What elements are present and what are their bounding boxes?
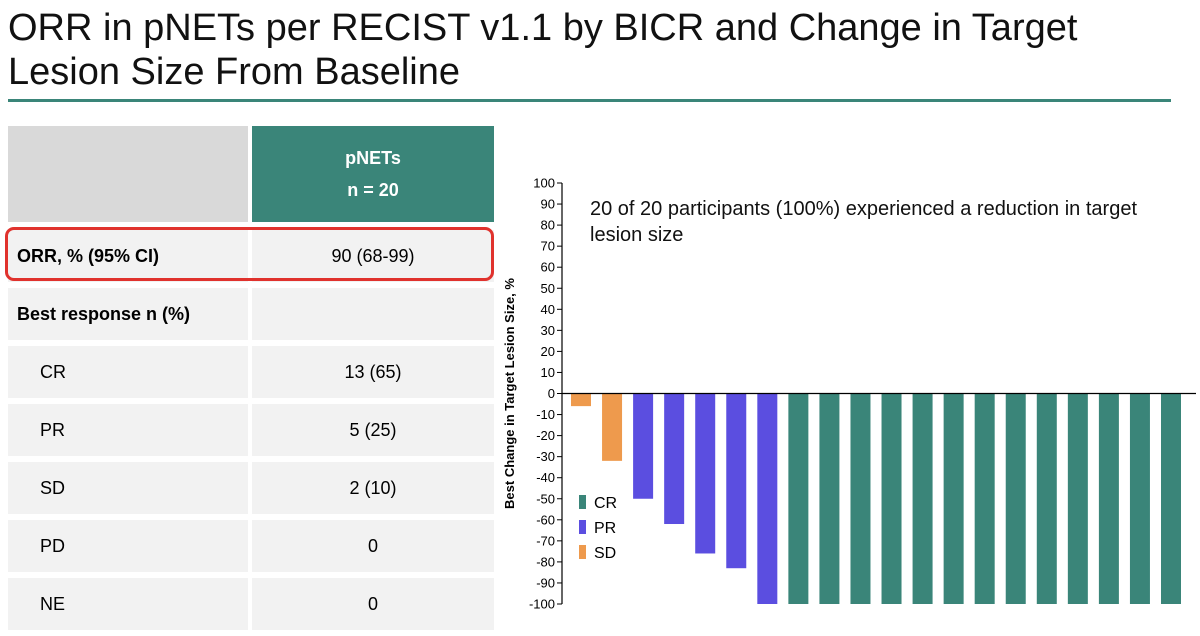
table-row-cr: CR 13 (65): [8, 346, 494, 398]
table-row-best-response: Best response n (%): [8, 288, 494, 340]
row-value: 13 (65): [252, 346, 494, 398]
y-tick-label: -100: [529, 597, 555, 612]
legend-swatch-sd: [579, 545, 586, 559]
legend-swatch-pr: [579, 520, 586, 534]
row-value: 2 (10): [252, 462, 494, 514]
bar-sd: [571, 393, 591, 407]
table-header-empty-cell: [8, 126, 248, 222]
table-header-row: pNETs n = 20: [8, 126, 494, 222]
y-tick-label: 10: [541, 365, 555, 380]
legend-swatch-cr: [579, 495, 586, 509]
bar-pr: [664, 393, 685, 525]
row-value: 5 (25): [252, 404, 494, 456]
bar-pr: [726, 393, 747, 569]
table-row-orr: ORR, % (95% CI) 90 (68-99): [8, 230, 494, 282]
waterfall-chart: 1009080706050403020100-10-20-30-40-50-60…: [502, 176, 1196, 612]
title-divider: [8, 99, 1171, 102]
bar-pr: [757, 393, 778, 604]
bar-cr: [1129, 393, 1150, 604]
row-value: 0: [252, 520, 494, 572]
header-group-label: pNETs: [345, 148, 401, 168]
row-label: NE: [8, 578, 248, 630]
y-tick-label: 100: [533, 176, 555, 191]
y-tick-label: -50: [536, 491, 555, 506]
table-header-pnets: pNETs n = 20: [252, 126, 494, 222]
legend-label-cr: CR: [594, 495, 617, 512]
bar-cr: [1036, 393, 1057, 604]
row-label: ORR, % (95% CI): [8, 230, 248, 282]
row-value: [252, 288, 494, 340]
table-row-pd: PD 0: [8, 520, 494, 572]
chart-annotation: 20 of 20 participants (100%) experienced…: [590, 198, 1138, 246]
bar-cr: [1067, 393, 1088, 604]
table-row-sd: SD 2 (10): [8, 462, 494, 514]
y-tick-label: 20: [541, 344, 555, 359]
row-label: PD: [8, 520, 248, 572]
y-tick-label: 40: [541, 302, 555, 317]
y-tick-label: -60: [536, 512, 555, 527]
row-label: Best response n (%): [8, 288, 248, 340]
header-n-label: n = 20: [347, 180, 399, 200]
row-label: SD: [8, 462, 248, 514]
row-label: PR: [8, 404, 248, 456]
legend-label-sd: SD: [594, 545, 616, 562]
y-tick-label: 90: [541, 197, 555, 212]
y-tick-label: 80: [541, 218, 555, 233]
y-tick-label: 50: [541, 281, 555, 296]
y-tick-label: 30: [541, 323, 555, 338]
y-tick-label: -70: [536, 533, 555, 548]
row-value: 0: [252, 578, 494, 630]
y-tick-label: -90: [536, 575, 555, 590]
table-row-ne: NE 0: [8, 578, 494, 630]
y-tick-label: -80: [536, 554, 555, 569]
y-tick-label: -10: [536, 407, 555, 422]
y-tick-label: -40: [536, 470, 555, 485]
bar-pr: [633, 393, 654, 499]
row-label: CR: [8, 346, 248, 398]
y-tick-label: 0: [548, 386, 555, 401]
bar-cr: [819, 393, 840, 604]
y-tick-label: -20: [536, 428, 555, 443]
bar-cr: [974, 393, 995, 604]
bar-cr: [1161, 393, 1181, 604]
bar-cr: [912, 393, 933, 604]
y-tick-label: 60: [541, 260, 555, 275]
bar-pr: [695, 393, 716, 554]
bar-cr: [850, 393, 871, 604]
y-tick-label: 70: [541, 239, 555, 254]
y-tick-label: -30: [536, 449, 555, 464]
bar-sd: [602, 393, 623, 461]
table-row-pr: PR 5 (25): [8, 404, 494, 456]
y-axis-label: Best Change in Target Lesion Size, %: [502, 278, 517, 509]
page-title: ORR in pNETs per RECIST v1.1 by BICR and…: [8, 7, 1078, 93]
bar-cr: [881, 393, 902, 604]
bar-cr: [943, 393, 964, 604]
legend-label-pr: PR: [594, 520, 616, 537]
row-value: 90 (68-99): [252, 230, 494, 282]
bar-cr: [788, 393, 809, 604]
bar-cr: [1098, 393, 1119, 604]
bar-cr: [1005, 393, 1026, 604]
